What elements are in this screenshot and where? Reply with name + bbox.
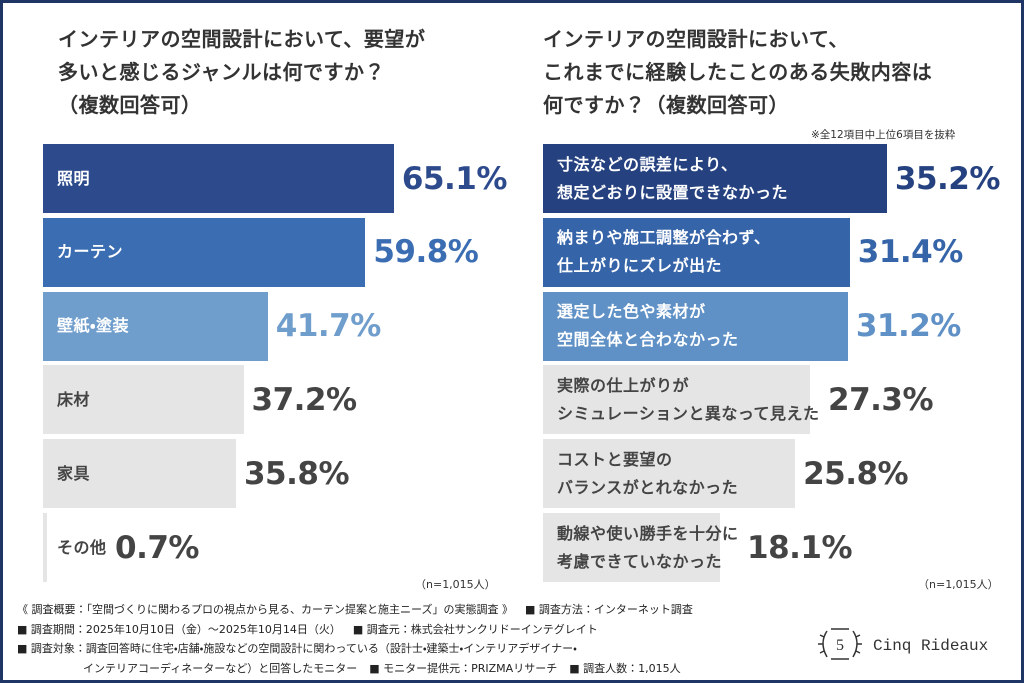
footer-line: インテリアコーディネーターなど）と回答したモニター ■ モニター提供元：PRIZM… bbox=[17, 659, 705, 679]
bar bbox=[43, 365, 244, 435]
bar-label: 納まりや施工調整が合わず、 仕上がりにズレが出た bbox=[557, 228, 771, 276]
logo-emblem: 5 bbox=[836, 637, 844, 654]
footer-line: 《 調査概要：「空間づくりに関わるプロの視点から見る、カーテン提案と施主ニーズ」… bbox=[17, 600, 705, 620]
footer: 《 調査概要：「空間づくりに関わるプロの視点から見る、カーテン提案と施主ニーズ」… bbox=[17, 600, 705, 678]
footer-text: ■ 調査期間：2025年10月10日（金）〜2025年10月14日（火） bbox=[17, 622, 341, 636]
bar-label: 家具 bbox=[57, 463, 91, 483]
bar-label: コストと要望の バランスがとれなかった bbox=[557, 449, 739, 497]
bar-label: 選定した色や素材が 空間全体と合わなかった bbox=[557, 302, 739, 350]
footer-text: ■ 調査対象：調査回答時に住宅・店舗・施設などの空間設計に関わっている（設計士・… bbox=[17, 642, 577, 655]
footer-text: ■ モニター提供元：PRIZMAリサーチ bbox=[369, 661, 558, 675]
chart-title: インテリアの空間設計において、 これまでに経験したことのある失敗内容は 何ですか… bbox=[543, 27, 933, 117]
bar bbox=[543, 144, 887, 213]
sample-size: （n=1,015人） bbox=[415, 578, 496, 591]
bar bbox=[43, 439, 236, 509]
footer-text: インテリアコーディネーターなど）と回答したモニター bbox=[83, 661, 358, 675]
value-label: 35.8% bbox=[243, 455, 350, 492]
logo: 5 Cinq Rideaux bbox=[818, 628, 988, 660]
value-label: 27.3% bbox=[828, 381, 934, 418]
bar-label: 照明 bbox=[57, 168, 91, 188]
bar bbox=[543, 513, 720, 582]
value-label: 65.1% bbox=[401, 160, 508, 197]
value-label: 31.4% bbox=[857, 234, 964, 271]
bar bbox=[543, 291, 848, 361]
bar bbox=[543, 365, 810, 435]
footer-text: ■ 調査元：株式会社サンクリドーインテグレイト bbox=[352, 622, 598, 636]
bar-label: 床材 bbox=[57, 389, 91, 409]
footer-text: ■ 調査人数：1,015人 bbox=[569, 661, 681, 675]
footer-line: ■ 調査期間：2025年10月10日（金）〜2025年10月14日（火） ■ 調査… bbox=[17, 620, 705, 640]
footer-line: ■ 調査対象：調査回答時に住宅・店舗・施設などの空間設計に関わっている（設計士・… bbox=[17, 639, 705, 659]
logo-text: Cinq Rideaux bbox=[873, 637, 988, 655]
chart-note: ※全12項目中上位6項目を抜粋 bbox=[811, 129, 956, 141]
footer-text: 《 調査概要：「空間づくりに関わるプロの視点から見る、カーテン提案と施主ニーズ」… bbox=[17, 603, 513, 616]
sample-size: （n=1,015人） bbox=[918, 578, 999, 591]
value-label: 37.2% bbox=[251, 381, 358, 418]
value-label: 35.2% bbox=[894, 160, 1001, 197]
bar bbox=[43, 217, 366, 287]
bar-label: その他 bbox=[57, 537, 107, 557]
bar bbox=[43, 144, 394, 213]
bar bbox=[543, 439, 796, 509]
bar-label: カーテン bbox=[57, 242, 124, 262]
value-label: 41.7% bbox=[275, 308, 382, 345]
chart-title: インテリアの空間設計において、要望が 多いと感じるジャンルは何ですか？ （複数回… bbox=[58, 27, 426, 117]
footer-text: ■ 調査方法：インターネット調査 bbox=[524, 603, 693, 616]
value-label: 0.7% bbox=[115, 529, 199, 566]
bar bbox=[43, 513, 47, 582]
bar-label: 寸法などの誤差により、 想定どおりに設置できなかった bbox=[557, 154, 789, 202]
bar-label: 動線や使い勝手を十分に 考慮できていなかった bbox=[557, 523, 739, 571]
bar-label: 壁紙・塗装 bbox=[57, 316, 129, 336]
value-label: 18.1% bbox=[747, 529, 853, 566]
bar-label: 実際の仕上がりが シミュレーションと異なって見えた bbox=[557, 375, 820, 423]
value-label: 59.8% bbox=[373, 234, 479, 271]
laurel bbox=[818, 628, 862, 660]
bar bbox=[543, 217, 850, 287]
bar bbox=[43, 291, 268, 361]
value-label: 25.8% bbox=[803, 455, 909, 492]
value-label: 31.2% bbox=[855, 308, 962, 345]
